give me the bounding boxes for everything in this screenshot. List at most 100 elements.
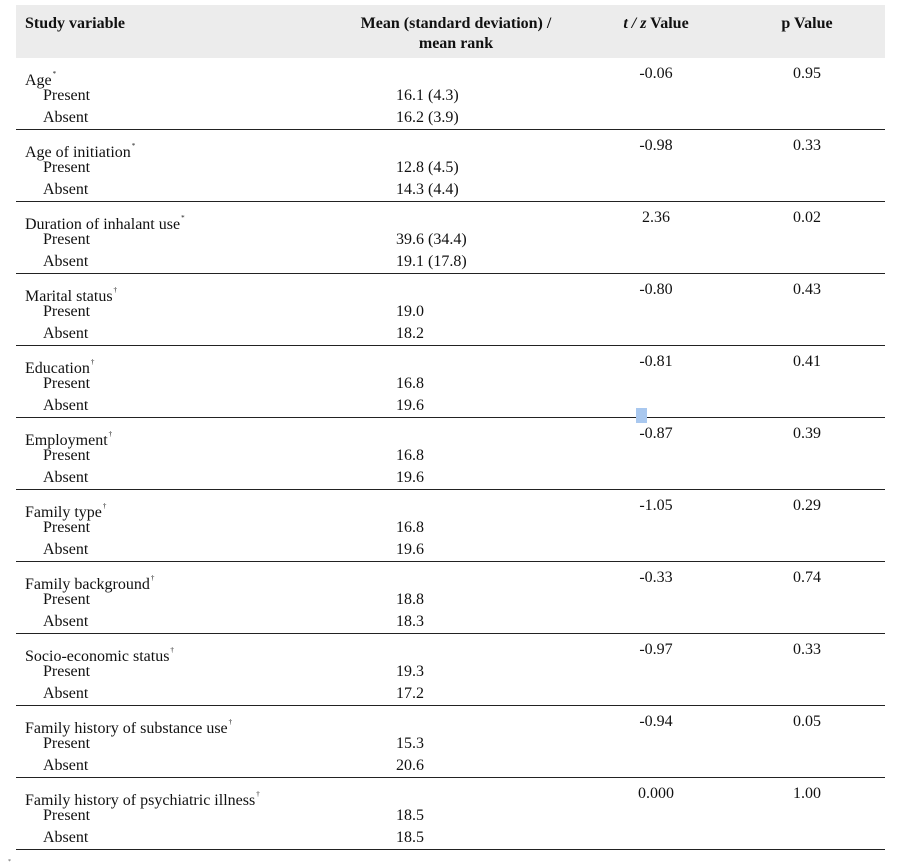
p-value: 0.41 [793, 353, 821, 370]
p-value: 0.95 [793, 65, 821, 82]
present-label: Present [43, 303, 91, 320]
row-label-text: Family type [25, 504, 102, 521]
row-label: Duration of inhalant use* [25, 208, 185, 235]
footnote-mark: * [8, 859, 11, 865]
present-value: 19.3 [396, 663, 424, 680]
t-z-value: -0.06 [639, 65, 673, 82]
absent-value: 19.6 [396, 397, 424, 414]
absent-label: Absent [43, 541, 89, 558]
absent-label: Absent [43, 253, 89, 270]
t-z-value: -0.94 [639, 713, 673, 730]
present-value: 18.8 [396, 591, 424, 608]
present-label: Present [43, 735, 91, 752]
present-value: 16.8 [396, 375, 424, 392]
row-label-mark: † [256, 790, 260, 798]
present-value: 15.3 [396, 735, 424, 752]
row-label-mark: * [181, 214, 185, 222]
absent-label: Absent [43, 181, 89, 198]
row-label: Marital status† [25, 280, 117, 307]
row-label-text: Employment [25, 432, 108, 449]
present-label: Present [43, 591, 91, 608]
row-label-mark: † [228, 718, 233, 726]
p-value: 0.74 [793, 569, 821, 586]
p-value: 0.33 [793, 641, 821, 658]
t-z-value: 0.000 [638, 785, 674, 802]
row-label-mark: † [150, 574, 155, 582]
row-label-mark: † [108, 430, 113, 438]
table-body: Age* Present Absent 16.1 (4.3) 16.2 (3.9) -0.… [16, 58, 885, 850]
t-z-value: -0.80 [639, 281, 673, 298]
p-value: 0.39 [793, 425, 821, 442]
absent-value: 19.6 [396, 541, 424, 558]
present-value: 16.8 [396, 447, 424, 464]
table-row: Family history of psychiatric illness† Pr… [16, 778, 885, 850]
absent-label: Absent [43, 685, 89, 702]
t-z-value: -0.81 [639, 353, 673, 370]
p-value: 0.29 [793, 497, 821, 514]
absent-label: Absent [43, 325, 89, 342]
row-label-text: Socio-economic status [25, 648, 170, 665]
t-z-value: -1.05 [639, 497, 673, 514]
present-value: 39.6 (34.4) [396, 231, 467, 248]
present-value: 16.1 (4.3) [396, 87, 459, 104]
p-value: 1.00 [793, 785, 821, 802]
absent-value: 14.3 (4.4) [396, 181, 459, 198]
row-label: Age of initiation* [25, 136, 135, 163]
table-row: Marital status† Present Absent 19.0 18.2 -0.8… [16, 274, 885, 346]
row-label: Family background† [25, 568, 154, 595]
present-value: 19.0 [396, 303, 424, 320]
header-mean-line1: Mean (standard deviation) / [360, 15, 552, 32]
row-label: Family type† [25, 496, 106, 523]
absent-value: 20.6 [396, 757, 424, 774]
header-p-value: p Value [781, 15, 833, 32]
selection-marker [636, 408, 647, 423]
table-row: Family type† Present Absent 16.8 19.6 -1.05 0.… [16, 490, 885, 562]
row-label-text: Duration of inhalant use [25, 216, 181, 233]
table-row: Age* Present Absent 16.1 (4.3) 16.2 (3.9) -0.… [16, 58, 885, 130]
absent-value: 18.2 [396, 325, 424, 342]
results-table: Study variable Mean (standard deviation)… [16, 5, 885, 850]
table-row: Education† Present Absent 16.8 19.6 -0.81 0.41 [16, 346, 885, 418]
row-label: Age* [25, 64, 56, 91]
present-label: Present [43, 159, 91, 176]
row-label-text: Marital status [25, 288, 113, 305]
row-label: Employment† [25, 424, 112, 451]
present-label: Present [43, 807, 91, 824]
header-mean: Mean (standard deviation) / mean rank [306, 14, 606, 54]
row-label-mark: † [113, 286, 118, 294]
present-label: Present [43, 519, 91, 536]
t-z-value: -0.87 [639, 425, 673, 442]
absent-label: Absent [43, 829, 89, 846]
present-value: 16.8 [396, 519, 424, 536]
absent-label: Absent [43, 109, 89, 126]
row-label: Family history of substance use† [25, 712, 232, 739]
present-label: Present [43, 87, 91, 104]
p-value: 0.05 [793, 713, 821, 730]
p-value: 0.02 [793, 209, 821, 226]
header-t-rest: Value [646, 15, 689, 32]
table-row: Family background† Present Absent 18.8 18.3-… [16, 562, 885, 634]
present-value: 12.8 (4.5) [396, 159, 459, 176]
table-row: Family history of substance use† Present A… [16, 706, 885, 778]
table-row: Socio-economic status† Present Absent 19.3 1… [16, 634, 885, 706]
absent-value: 18.3 [396, 613, 424, 630]
absent-value: 19.6 [396, 469, 424, 486]
row-label-mark: † [90, 358, 95, 366]
t-z-value: 2.36 [642, 209, 670, 226]
row-label-text: Family history of substance use [25, 720, 228, 737]
row-label-mark: † [102, 502, 107, 510]
row-label-mark: * [131, 142, 136, 150]
table-header: Study variable Mean (standard deviation)… [16, 5, 885, 58]
present-value: 18.5 [396, 807, 424, 824]
row-label-text: Family background [25, 576, 150, 593]
absent-label: Absent [43, 397, 89, 414]
row-label-mark: * [52, 70, 57, 78]
absent-value: 18.5 [396, 829, 424, 846]
p-value: 0.43 [793, 281, 821, 298]
absent-label: Absent [43, 757, 89, 774]
t-z-value: -0.98 [639, 137, 673, 154]
table-row: Age of initiation* Present Absent 12.8 (4.5… [16, 130, 885, 202]
row-label-mark: † [170, 646, 174, 654]
absent-value: 16.2 (3.9) [396, 109, 459, 126]
present-label: Present [43, 447, 91, 464]
